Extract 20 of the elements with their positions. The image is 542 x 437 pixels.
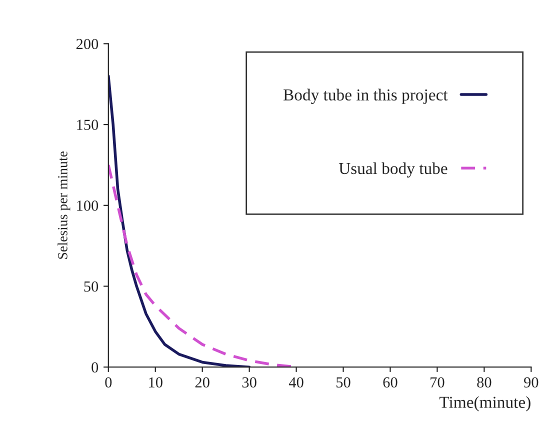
x-tick-label: 60 [383, 377, 398, 388]
x-tick-label: 80 [477, 377, 492, 388]
x-tick-label: 90 [524, 377, 538, 388]
y-tick-label: 150 [77, 120, 98, 130]
x-tick-label: 40 [288, 377, 304, 388]
x-tick-label: 50 [336, 377, 350, 388]
legend-label: Usual body tube [338, 162, 448, 178]
legend-label: Body tube in this project [284, 88, 448, 104]
y-tick-label: 50 [84, 281, 98, 292]
line-series [108, 74, 251, 368]
x-tick-label: 30 [242, 377, 256, 388]
x-tick-label: 10 [149, 377, 162, 388]
y-axis-title: Selesius per minute [58, 151, 70, 259]
x-axis-title: Time(minute) [439, 396, 530, 412]
y-tick-label: 200 [76, 38, 98, 50]
y-tick-label: 100 [77, 200, 98, 211]
x-tick-label: 70 [430, 377, 444, 388]
x-tick-label: 0 [105, 377, 112, 388]
y-tick-label: 0 [92, 362, 98, 373]
x-tick-label: 20 [195, 377, 210, 388]
